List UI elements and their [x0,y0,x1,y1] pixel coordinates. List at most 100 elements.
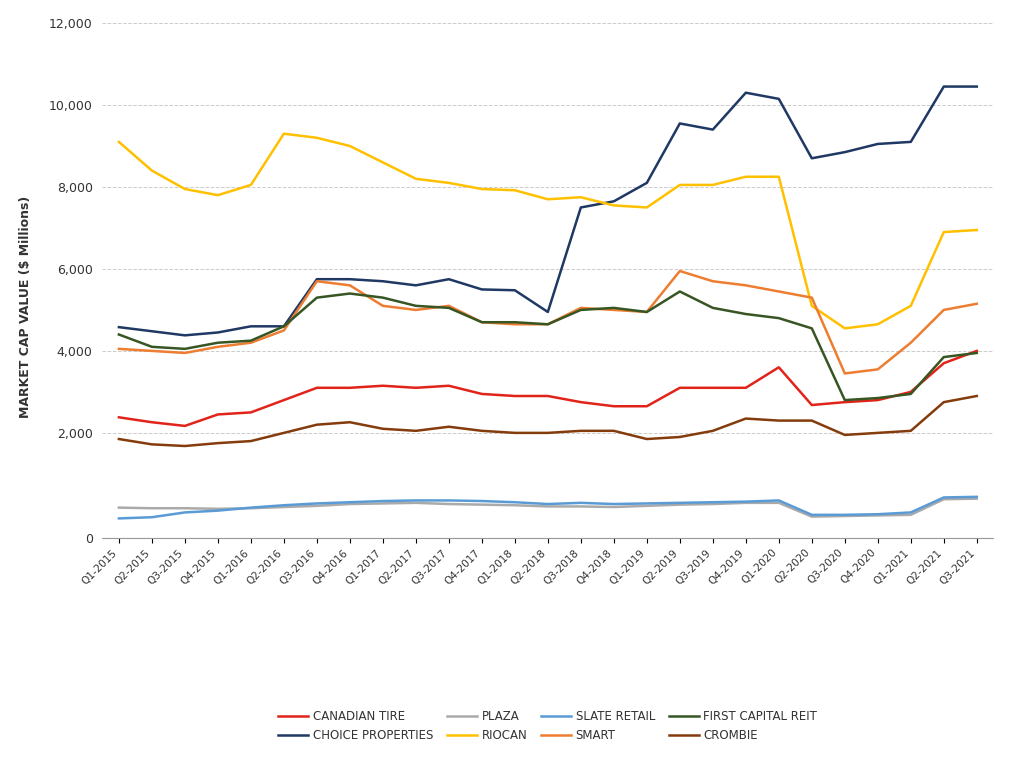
CANADIAN TIRE [212,410,224,419]
Legend: CANADIAN TIRE, CHOICE PROPERTIES, PLAZA, RIOCAN, SLATE RETAIL, SMART, FIRST CAPI: CANADIAN TIRE, CHOICE PROPERTIES, PLAZA,… [273,705,822,746]
SMART [476,318,488,327]
Line: SMART: SMART [119,271,977,373]
PLAZA [871,495,884,505]
Line: FIRST CAPITAL REIT: FIRST CAPITAL REIT [119,292,977,400]
CHOICE PROPERTIES [245,322,257,331]
SLATE RETAIL [442,485,455,494]
SLATE RETAIL [707,486,719,495]
SMART [607,306,620,315]
FIRST CAPITAL REIT [904,389,916,399]
FIRST CAPITAL REIT [574,306,587,315]
PLAZA [904,495,916,504]
CANADIAN TIRE [839,398,851,407]
CHOICE PROPERTIES [641,178,653,187]
Text: MARKET CAP VALUE ($ Millions): MARKET CAP VALUE ($ Millions) [19,196,32,419]
CHOICE PROPERTIES [476,285,488,294]
CANADIAN TIRE [410,383,422,392]
SLATE RETAIL [113,497,125,506]
CANADIAN TIRE [674,383,686,392]
SLATE RETAIL [674,486,686,495]
CANADIAN TIRE [113,412,125,422]
SLATE RETAIL [739,485,752,495]
SLATE RETAIL [145,496,158,505]
CHOICE PROPERTIES [145,326,158,336]
CROMBIE [871,429,884,438]
CROMBIE [739,414,752,423]
CHOICE PROPERTIES [344,275,356,284]
SMART [971,300,983,309]
RIOCAN [179,184,191,194]
RIOCAN [806,301,818,310]
SMART [574,303,587,313]
SLATE RETAIL [839,495,851,504]
CROMBIE [607,426,620,435]
CHOICE PROPERTIES [509,286,521,295]
FIRST CAPITAL REIT [641,307,653,316]
CHOICE PROPERTIES [410,281,422,290]
CROMBIE [179,442,191,451]
CROMBIE [145,440,158,449]
PLAZA [310,488,323,498]
SLATE RETAIL [344,486,356,495]
RIOCAN [278,129,290,138]
CANADIAN TIRE [278,396,290,405]
FIRST CAPITAL REIT [542,319,554,329]
FIRST CAPITAL REIT [212,338,224,347]
FIRST CAPITAL REIT [607,303,620,313]
SMART [212,343,224,352]
SMART [442,301,455,310]
SLATE RETAIL [871,495,884,504]
CROMBIE [574,426,587,435]
CANADIAN TIRE [310,383,323,392]
SMART [410,306,422,315]
SMART [377,301,389,310]
CHOICE PROPERTIES [839,147,851,157]
SLATE RETAIL [904,493,916,502]
CANADIAN TIRE [509,392,521,401]
SMART [938,306,950,315]
PLAZA [971,484,983,493]
CROMBIE [344,418,356,427]
RIOCAN [542,194,554,204]
CANADIAN TIRE [607,402,620,411]
CROMBIE [476,426,488,435]
CHOICE PROPERTIES [971,82,983,91]
SMART [871,365,884,374]
SLATE RETAIL [938,483,950,492]
SMART [739,281,752,290]
SMART [904,338,916,347]
PLAZA [476,488,488,497]
CANADIAN TIRE [344,383,356,392]
CHOICE PROPERTIES [739,88,752,98]
PLAZA [707,487,719,496]
CROMBIE [773,416,785,425]
FIRST CAPITAL REIT [179,344,191,353]
CHOICE PROPERTIES [707,125,719,134]
FIRST CAPITAL REIT [245,336,257,346]
CROMBIE [707,426,719,435]
CANADIAN TIRE [773,362,785,372]
CROMBIE [410,426,422,435]
CANADIAN TIRE [739,383,752,392]
RIOCAN [377,157,389,167]
CHOICE PROPERTIES [773,94,785,104]
RIOCAN [113,137,125,147]
CHOICE PROPERTIES [674,119,686,128]
PLAZA [542,489,554,498]
RIOCAN [971,225,983,234]
FIRST CAPITAL REIT [871,393,884,402]
CROMBIE [113,435,125,444]
PLAZA [344,487,356,496]
PLAZA [179,490,191,499]
FIRST CAPITAL REIT [476,318,488,327]
CANADIAN TIRE [245,408,257,417]
PLAZA [212,491,224,500]
RIOCAN [442,178,455,187]
RIOCAN [839,324,851,333]
PLAZA [607,489,620,498]
SLATE RETAIL [641,487,653,496]
SMART [310,276,323,286]
RIOCAN [574,193,587,202]
PLAZA [641,488,653,498]
PLAZA [574,489,587,498]
